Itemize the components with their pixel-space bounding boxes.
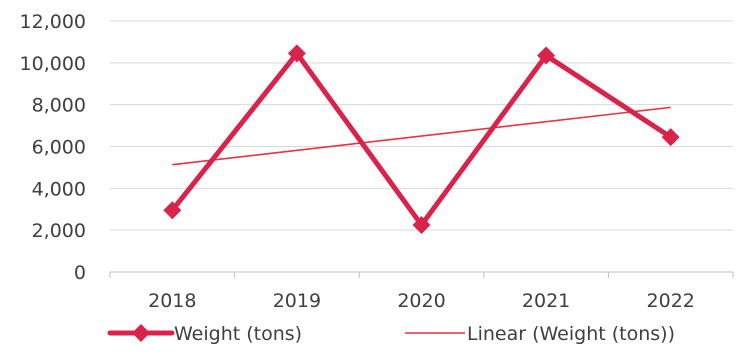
gridlines bbox=[110, 20, 733, 231]
y-axis-tick-labels: 0 2,000 4,000 6,000 8,000 10,000 12,000 bbox=[20, 11, 86, 284]
y-tick-label: 4,000 bbox=[32, 178, 86, 200]
legend-item-weight[interactable]: Weight (tons) bbox=[107, 323, 302, 345]
data-point-marker[interactable] bbox=[163, 201, 182, 220]
x-tick-label: 2019 bbox=[273, 290, 321, 312]
series-weight bbox=[163, 44, 680, 234]
legend-series-diamond-icon bbox=[132, 324, 150, 342]
y-tick-label: 6,000 bbox=[32, 137, 86, 159]
data-point-marker[interactable] bbox=[537, 46, 556, 65]
y-tick-label: 8,000 bbox=[32, 95, 86, 117]
y-tick-label: 10,000 bbox=[20, 53, 86, 75]
x-tick-label: 2020 bbox=[397, 290, 445, 312]
x-axis: 2018 2019 2020 2021 2022 bbox=[109, 271, 734, 312]
trendline-path bbox=[172, 106, 671, 166]
legend: Weight (tons) Linear (Weight (tons)) bbox=[107, 323, 675, 345]
y-tick-label: 0 bbox=[74, 262, 86, 284]
x-tick-label: 2022 bbox=[647, 290, 695, 312]
x-tick-label: 2018 bbox=[148, 290, 196, 312]
data-point-marker[interactable] bbox=[661, 128, 680, 147]
y-tick-label: 2,000 bbox=[32, 220, 86, 242]
x-tick-label: 2021 bbox=[522, 290, 570, 312]
legend-item-trendline[interactable]: Linear (Weight (tons)) bbox=[405, 323, 675, 345]
legend-label-trendline: Linear (Weight (tons)) bbox=[467, 323, 675, 345]
data-point-marker[interactable] bbox=[287, 44, 306, 63]
data-point-marker[interactable] bbox=[412, 215, 431, 234]
legend-label-weight: Weight (tons) bbox=[174, 323, 302, 345]
series-line bbox=[169, 50, 674, 228]
y-tick-label: 12,000 bbox=[20, 11, 86, 33]
trendline bbox=[172, 106, 671, 166]
